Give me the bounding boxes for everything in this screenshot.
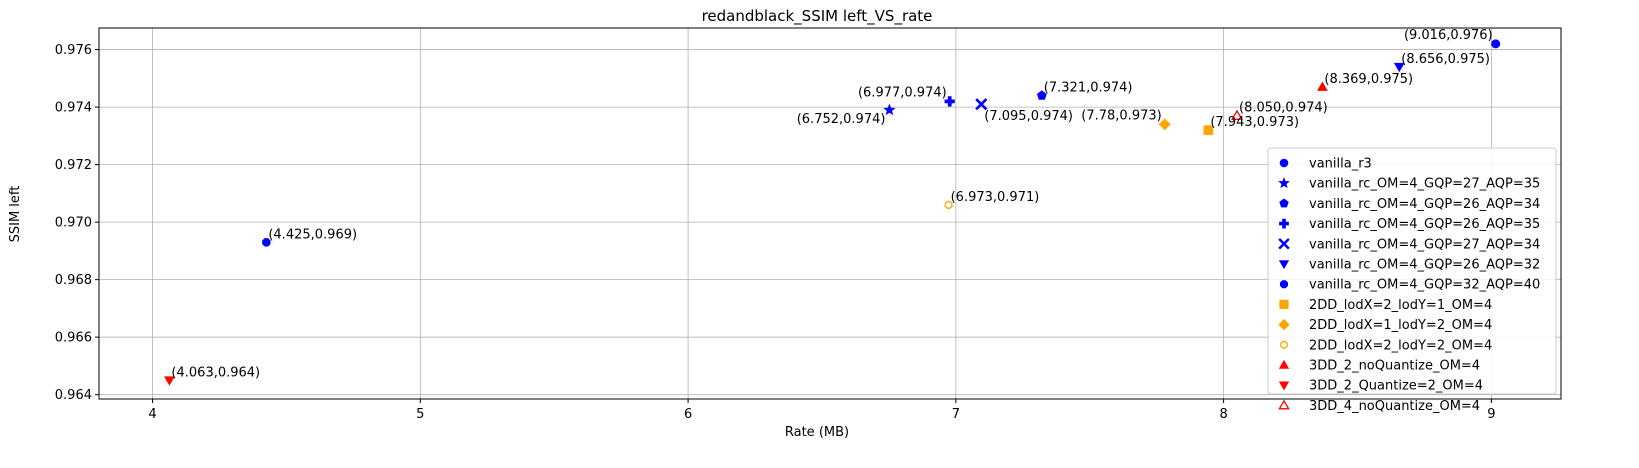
data-point (1231, 109, 1243, 120)
x-tick-label: 4 (148, 407, 156, 422)
point-annotation: (4.425,0.969) (268, 227, 357, 242)
x-tick-label: 8 (1219, 407, 1227, 422)
data-point (975, 98, 988, 111)
legend-marker (1278, 359, 1290, 369)
legend-entry: 2DD_lodX=1_lodY=2_OM=4 (1309, 318, 1492, 333)
x-tick-label: 5 (416, 407, 424, 422)
data-point (1203, 125, 1214, 135)
point-annotations: (9.016,0.976) (6.752,0.974) (7.321,0.974) (… (171, 28, 1492, 380)
legend-marker (1279, 158, 1289, 168)
data-point (883, 103, 896, 116)
data-point (944, 96, 955, 107)
legend-entry: vanilla_rc_OM=4_GQP=26_AQP=34 (1309, 197, 1540, 212)
legend-marker (1278, 318, 1290, 331)
data-point (164, 376, 175, 386)
data-point-stroke (975, 98, 988, 111)
point-annotation: (9.016,0.976) (1404, 28, 1493, 43)
point-annotation: (6.752,0.974) (797, 112, 886, 127)
legend-entry: vanilla_rc_OM=4_GQP=26_AQP=32 (1309, 258, 1540, 273)
point-annotation: (6.973,0.971) (951, 190, 1040, 205)
point-annotation: (8.369,0.975) (1324, 72, 1413, 87)
x-tick-label: 9 (1487, 407, 1495, 422)
legend-marker (1278, 238, 1290, 250)
point-annotation: (7.78,0.973) (1081, 108, 1161, 123)
legend-marker (1278, 177, 1290, 189)
y-tick-label: 0.966 (55, 331, 92, 346)
point-annotation: (8.656,0.975) (1401, 52, 1490, 67)
point-annotation: (4.063,0.964) (171, 365, 260, 380)
chart-title: redandblack_SSIM left_VS_rate (702, 7, 933, 26)
data-point (1036, 90, 1047, 100)
legend-entry: 2DD_lodX=2_lodY=1_OM=4 (1309, 298, 1492, 313)
plot-frame (98, 27, 1562, 400)
data-point (262, 238, 271, 247)
legend-entry: vanilla_rc_OM=4_GQP=27_AQP=34 (1309, 237, 1540, 252)
legend-marker (1279, 299, 1289, 309)
legend: vanilla_r3 vanilla_rc_OM=4_GQP=27_AQP=35v… (1267, 147, 1557, 414)
legend-entry: 3DD_2_Quantize=2_OM=4 (1309, 379, 1483, 394)
legend-entry: vanilla_rc_OM=4_GQP=32_AQP=40 (1309, 278, 1540, 293)
legend-entry: vanilla_r3 (1309, 157, 1372, 172)
legend-entry: 2DD_lodX=2_lodY=2_OM=4 (1309, 338, 1492, 353)
data-points (164, 39, 1501, 386)
data-point (1158, 118, 1171, 131)
legend-marker (1278, 399, 1290, 410)
y-tick-label: 0.970 (55, 216, 92, 231)
point-annotation: (7.095,0.974) (984, 109, 1073, 124)
axis-ticks: 4 5 6 7 8 9 0.964 0.966 0.968 0.970 0.972 0.974 0.97… (55, 43, 1496, 422)
point-annotation: (6.977,0.974) (858, 85, 947, 100)
data-point (1491, 39, 1501, 49)
data-point (944, 200, 953, 209)
y-axis-label: SSIM left (8, 186, 23, 243)
data-point (1317, 81, 1328, 91)
legend-marker (1280, 340, 1288, 349)
legend-entry: 3DD_4_noQuantize_OM=4 (1309, 399, 1480, 414)
legend-marker (1279, 198, 1289, 208)
y-tick-label: 0.976 (55, 43, 92, 58)
y-tick-label: 0.968 (55, 273, 92, 288)
legend-entry: vanilla_rc_OM=4_GQP=27_AQP=35 (1309, 177, 1540, 192)
legend-marker (1278, 260, 1290, 270)
point-annotation: (7.943,0.973) (1210, 115, 1299, 130)
data-point (1393, 62, 1405, 73)
legend-marker (1279, 218, 1289, 229)
y-tick-label: 0.964 (55, 388, 92, 403)
legend-entry: vanilla_rc_OM=4_GQP=26_AQP=35 (1309, 217, 1540, 232)
x-axis-label: Rate (MB) (785, 425, 849, 440)
y-tick-label: 0.974 (55, 101, 92, 116)
legend-box (1267, 147, 1557, 395)
legend-entry: 3DD_2_noQuantize_OM=4 (1309, 359, 1480, 374)
legend-marker (1278, 381, 1290, 391)
legend-marker-stroke (1278, 238, 1290, 250)
point-annotation: (8.050,0.974) (1239, 101, 1328, 116)
x-tick-label: 6 (684, 407, 692, 422)
y-tick-label: 0.972 (55, 158, 92, 173)
point-annotation: (7.321,0.974) (1044, 81, 1133, 96)
x-tick-label: 7 (952, 407, 960, 422)
legend-marker (1280, 280, 1288, 289)
